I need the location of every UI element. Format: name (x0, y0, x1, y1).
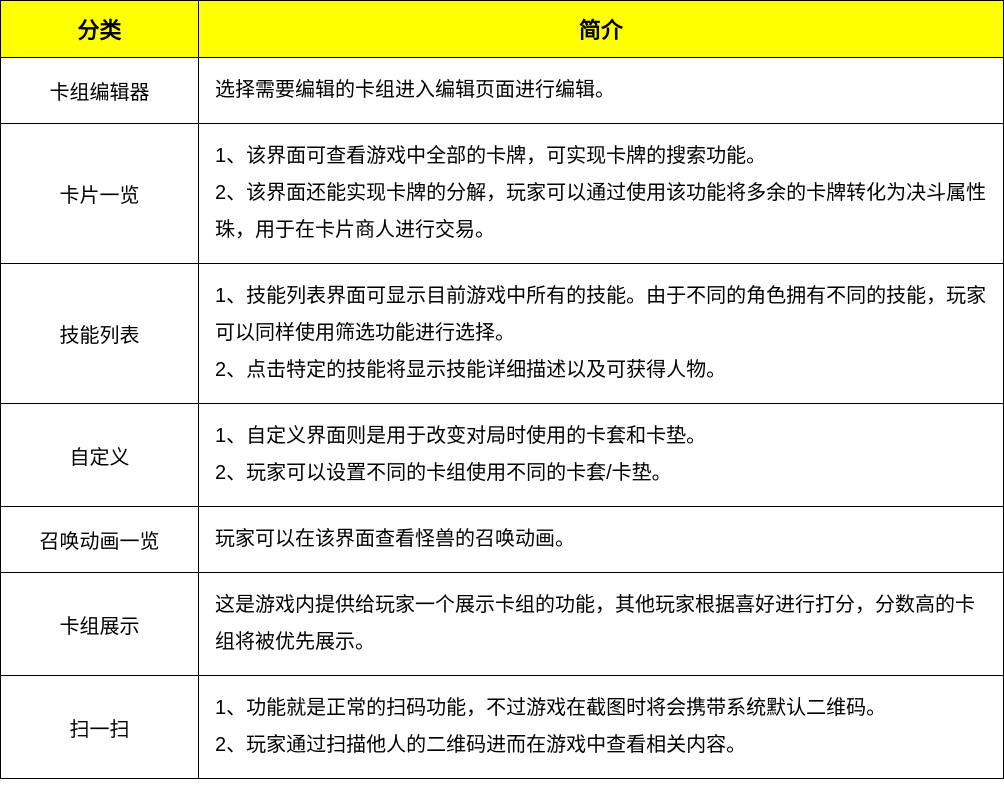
description-line: 1、自定义界面则是用于改变对局时使用的卡套和卡垫。 (215, 418, 987, 455)
description-line: 2、玩家可以设置不同的卡组使用不同的卡套/卡垫。 (215, 455, 987, 492)
description-line: 2、点击特定的技能将显示技能详细描述以及可获得人物。 (215, 352, 987, 389)
description-cell: 玩家可以在该界面查看怪兽的召唤动画。 (199, 507, 1004, 573)
category-cell: 技能列表 (1, 264, 199, 404)
table-row: 技能列表1、技能列表界面可显示目前游戏中所有的技能。由于不同的角色拥有不同的技能… (1, 264, 1004, 404)
description-cell: 1、功能就是正常的扫码功能，不过游戏在截图时将会携带系统默认二维码。2、玩家通过… (199, 676, 1004, 779)
description-line: 1、该界面可查看游戏中全部的卡牌，可实现卡牌的搜索功能。 (215, 138, 987, 175)
description-line: 2、玩家通过扫描他人的二维码进而在游戏中查看相关内容。 (215, 727, 987, 764)
category-cell: 卡组编辑器 (1, 58, 199, 124)
table-row: 卡片一览1、该界面可查看游戏中全部的卡牌，可实现卡牌的搜索功能。2、该界面还能实… (1, 124, 1004, 264)
description-line: 这是游戏内提供给玩家一个展示卡组的功能，其他玩家根据喜好进行打分，分数高的卡组将… (215, 587, 987, 661)
description-line: 1、功能就是正常的扫码功能，不过游戏在截图时将会携带系统默认二维码。 (215, 690, 987, 727)
description-line: 玩家可以在该界面查看怪兽的召唤动画。 (215, 521, 987, 558)
description-cell: 1、技能列表界面可显示目前游戏中所有的技能。由于不同的角色拥有不同的技能，玩家可… (199, 264, 1004, 404)
category-cell: 卡组展示 (1, 573, 199, 676)
table-row: 扫一扫1、功能就是正常的扫码功能，不过游戏在截图时将会携带系统默认二维码。2、玩… (1, 676, 1004, 779)
table-body: 卡组编辑器选择需要编辑的卡组进入编辑页面进行编辑。卡片一览1、该界面可查看游戏中… (1, 58, 1004, 779)
table-row: 卡组编辑器选择需要编辑的卡组进入编辑页面进行编辑。 (1, 58, 1004, 124)
col-header-description: 简介 (199, 1, 1004, 58)
table-header-row: 分类 简介 (1, 1, 1004, 58)
description-cell: 选择需要编辑的卡组进入编辑页面进行编辑。 (199, 58, 1004, 124)
col-header-category: 分类 (1, 1, 199, 58)
description-line: 2、该界面还能实现卡牌的分解，玩家可以通过使用该功能将多余的卡牌转化为决斗属性珠… (215, 175, 987, 249)
table-row: 召唤动画一览玩家可以在该界面查看怪兽的召唤动画。 (1, 507, 1004, 573)
category-cell: 卡片一览 (1, 124, 199, 264)
table-row: 自定义1、自定义界面则是用于改变对局时使用的卡套和卡垫。2、玩家可以设置不同的卡… (1, 404, 1004, 507)
description-cell: 这是游戏内提供给玩家一个展示卡组的功能，其他玩家根据喜好进行打分，分数高的卡组将… (199, 573, 1004, 676)
category-cell: 扫一扫 (1, 676, 199, 779)
category-cell: 召唤动画一览 (1, 507, 199, 573)
description-line: 1、技能列表界面可显示目前游戏中所有的技能。由于不同的角色拥有不同的技能，玩家可… (215, 278, 987, 352)
description-line: 选择需要编辑的卡组进入编辑页面进行编辑。 (215, 72, 987, 109)
description-cell: 1、自定义界面则是用于改变对局时使用的卡套和卡垫。2、玩家可以设置不同的卡组使用… (199, 404, 1004, 507)
table-row: 卡组展示这是游戏内提供给玩家一个展示卡组的功能，其他玩家根据喜好进行打分，分数高… (1, 573, 1004, 676)
feature-table: 分类 简介 卡组编辑器选择需要编辑的卡组进入编辑页面进行编辑。卡片一览1、该界面… (0, 0, 1004, 779)
description-cell: 1、该界面可查看游戏中全部的卡牌，可实现卡牌的搜索功能。2、该界面还能实现卡牌的… (199, 124, 1004, 264)
category-cell: 自定义 (1, 404, 199, 507)
